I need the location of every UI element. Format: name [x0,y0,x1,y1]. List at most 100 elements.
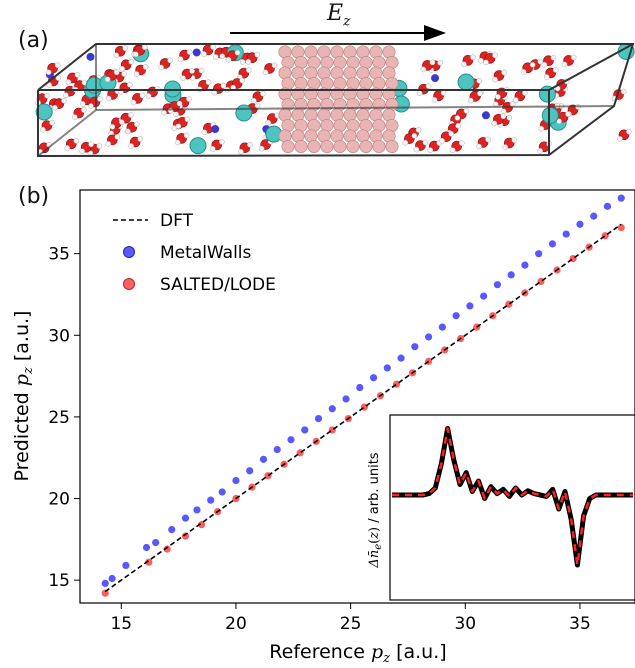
hydrogen-atom [245,58,252,65]
hydrogen-atom [49,119,55,126]
hydrogen-atom [247,141,253,148]
hydrogen-atom [119,65,125,72]
hydrogen-atom [271,62,278,69]
ion-atom [457,73,475,91]
metalwalls-point [466,302,474,310]
nitrogen-atom [481,111,490,120]
hydrogen-atom [61,97,67,104]
legend-salted-swatch [123,278,135,290]
hydrogen-atom [63,92,69,99]
metalwalls-point [152,539,160,547]
inset-layer [392,426,633,568]
hydrogen-atom [251,97,257,104]
hydrogen-atom [449,147,456,153]
metalwalls-point [438,323,446,331]
hydrogen-atom [617,136,623,142]
salted-point [145,558,153,566]
hydrogen-atom [420,66,427,73]
hydrogen-atom [537,148,543,154]
hydrogen-atom [130,99,137,106]
x-tick-label: 25 [340,614,362,634]
y-tick-label: 25 [48,408,70,428]
hydrogen-atom [454,115,461,121]
hydrogen-atom [137,136,143,142]
metal-atom [359,140,373,154]
hydrogen-atom [139,92,146,99]
hydrogen-atom [483,59,489,66]
scatter-plot: 15 20 25 30 35 15 20 25 30 35 Reference pz [a.u.]… [11,189,635,666]
hydrogen-atom [128,58,134,65]
metalwalls-point [590,212,598,220]
field-label: Ez [327,1,350,29]
metal-atom [385,140,399,154]
hydrogen-atom [476,77,483,84]
hydrogen-atom [81,107,87,113]
hydrogen-atom [219,53,226,59]
hydrogen-atom [209,146,216,152]
metalwalls-point [218,488,226,496]
cell-contents [35,42,635,156]
salted-point [617,223,625,232]
legend-dft-label: DFT [160,211,194,231]
hydrogen-atom [183,132,190,139]
hydrogen-atom [88,103,94,109]
y-tick-label: 15 [48,571,70,591]
metalwalls-point [383,364,391,372]
hydrogen-atom [246,67,252,73]
legend: DFT MetalWalls SALTED/LODE [113,211,276,295]
legend-metalwalls-swatch [123,246,135,258]
hydrogen-atom [52,104,58,111]
hydrogen-atom [254,51,261,58]
hydrogen-atom [198,67,205,74]
hydrogen-atom [529,62,536,68]
hydrogen-atom [161,109,167,116]
hydrogen-atom [468,97,474,104]
hydrogen-atom [461,61,467,68]
metalwalls-point [328,405,336,413]
hydrogen-atom [522,90,528,96]
hydrogen-atom [141,44,148,51]
hydrogen-atom [105,141,112,147]
hydrogen-atom [570,54,577,61]
simulation-cell-illustration [35,25,635,158]
hydrogen-atom [105,95,112,102]
hydrogen-atom [413,146,420,153]
hydrogen-atom [205,79,212,86]
plot-frame [79,189,635,604]
hydrogen-atom [54,62,61,69]
hydrogen-atom [114,134,121,140]
metalwalls-point [452,312,460,320]
hydrogen-atom [184,116,191,123]
hydrogen-atom [543,74,550,80]
hydrogen-atom [491,120,498,127]
hydrogen-atom [125,128,131,135]
salted-point [181,532,190,540]
metalwalls-point [369,374,378,382]
hydrogen-atom [113,52,120,59]
metal-atom [372,140,386,154]
hydrogen-atom [220,82,227,89]
hydrogen-atom [201,51,207,57]
hydrogen-atom [254,102,261,109]
hydrogen-atom [439,137,445,144]
salted-point [197,521,206,529]
hydrogen-atom [520,69,527,75]
hydrogen-atom [458,140,465,146]
hydrogen-atom [201,129,208,135]
hydrogen-atom [113,69,120,76]
hydrogen-atom [513,97,519,103]
hydrogen-atom [186,49,193,55]
hydrogen-atom [109,124,116,130]
hydrogen-atom [122,45,129,52]
hydrogen-atom [72,114,78,120]
x-tick-label: 20 [225,614,247,634]
nitrogen-atom [211,125,220,134]
metalwalls-point [617,194,625,202]
hydrogen-atom [537,58,544,65]
hydrogen-atom [620,88,627,95]
metalwalls-point [521,261,529,269]
metalwalls-point [562,230,570,238]
x-tick-label: 35 [569,614,591,634]
hydrogen-atom [477,90,483,97]
nitrogen-atom [86,52,95,61]
